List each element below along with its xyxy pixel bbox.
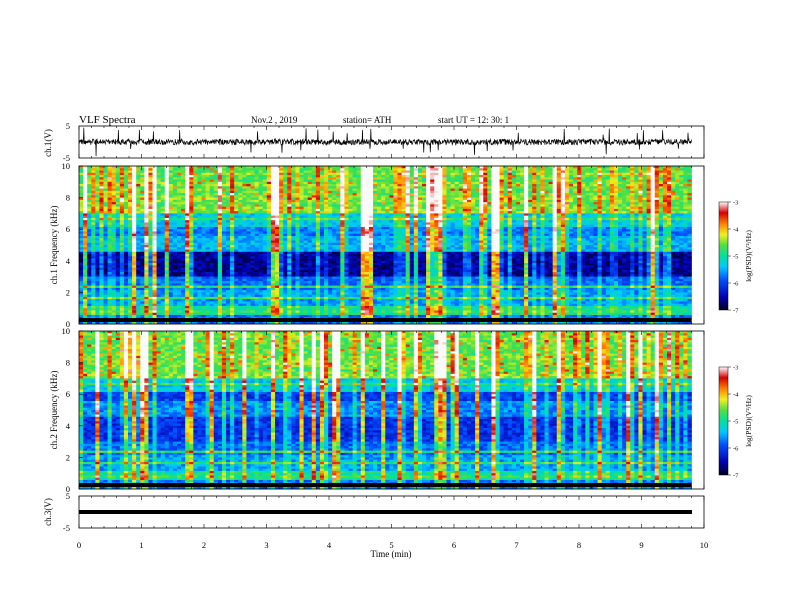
colorbar-tick-label: -3 [733, 200, 738, 207]
ch2-spec-ylabel-channel: ch.2 Frequency (kHz) [49, 371, 59, 450]
freq-tick-label: 2 [66, 452, 70, 462]
x-tick-label: 6 [452, 540, 456, 550]
colorbar-tick-label: -6 [733, 446, 739, 453]
ch1-ytick-bottom: -5 [63, 153, 70, 163]
ch2-spectrogram-panel: 10 8 6 4 2 0 ch.2 Frequency (kHz) [49, 326, 705, 494]
ch1-waveform-ylabel: ch.1(V) [43, 129, 53, 157]
colorbar-tick-label: -7 [733, 308, 739, 315]
x-axis-label: Time (min) [371, 549, 412, 559]
x-tick-label: 10 [700, 540, 709, 550]
freq-tick-label: 8 [66, 358, 70, 368]
ch2-colorbar-label: log(PSD)(V²/Hz) [744, 395, 753, 447]
freq-tick-label: 10 [62, 161, 71, 171]
ch3-ytick-top: 5 [66, 491, 70, 501]
ch1-colorbar: -3 -4 -5 -6 -7 log(PSD)(V²/Hz) [718, 200, 753, 315]
freq-tick-label: 8 [66, 193, 70, 203]
ch3-ytick-bottom: -5 [63, 523, 70, 533]
ch2-spectrogram-heatmap [79, 331, 692, 490]
colorbar-tick-label: -5 [733, 419, 738, 426]
colorbar-tick-label: -6 [733, 281, 739, 288]
date-label: Nov.2 , 2019 [251, 115, 298, 125]
colorbar-tick-label: -4 [733, 227, 739, 234]
ch3-waveform-ylabel: ch.3(V) [43, 498, 53, 526]
x-tick-label: 9 [639, 540, 643, 550]
start-time-label: start UT = 12: 30: 1 [438, 115, 509, 125]
x-tick-label: 5 [389, 540, 393, 550]
ch1-waveform-panel: 5 -5 ch.1(V) [43, 121, 705, 163]
ch1-ytick-top: 5 [66, 121, 70, 131]
station-label: station= ATH [343, 115, 392, 125]
freq-tick-label: 6 [66, 224, 70, 234]
ch3-waveform-panel: 5 -5 ch.3(V) [43, 491, 705, 533]
x-axis-tick-labels: 0 1 2 3 4 5 6 7 8 9 10 [77, 540, 708, 550]
freq-tick-label: 2 [66, 287, 70, 297]
freq-tick-label: 0 [66, 484, 70, 494]
ch1-spectrogram-panel: 10 8 6 4 2 0 ch.1 Frequency (kHz) [49, 161, 705, 329]
colorbar-tick-label: -4 [733, 392, 739, 399]
ch2-colorbar: -3 -4 -5 -6 -7 log(PSD)(V²/Hz) [718, 365, 753, 480]
colorbar-tick-label: -3 [733, 365, 738, 372]
freq-tick-label: 4 [66, 421, 71, 431]
colorbar-tick-label: -5 [733, 254, 738, 261]
colorbar-tick-label: -7 [733, 473, 739, 480]
freq-tick-label: 0 [66, 319, 70, 329]
ch1-colorbar-label: log(PSD)(V²/Hz) [744, 230, 753, 282]
x-tick-label: 1 [139, 540, 143, 550]
ch1-spectrogram-heatmap [79, 166, 692, 325]
ch1-waveform-line [78, 127, 692, 157]
freq-tick-label: 10 [62, 326, 71, 336]
low-frequency-band [79, 318, 692, 323]
x-tick-label: 2 [202, 540, 206, 550]
x-tick-label: 7 [514, 540, 518, 550]
low-frequency-band [79, 483, 692, 488]
ch1-spec-ylabel-channel: ch.1 Frequency (kHz) [49, 206, 59, 285]
x-tick-label: 3 [264, 540, 268, 550]
figure-title: VLF Spectra [79, 114, 136, 126]
freq-tick-label: 6 [66, 389, 70, 399]
freq-tick-label: 4 [66, 256, 71, 266]
x-tick-label: 8 [577, 540, 581, 550]
x-tick-label: 0 [77, 540, 81, 550]
x-tick-label: 4 [327, 540, 332, 550]
